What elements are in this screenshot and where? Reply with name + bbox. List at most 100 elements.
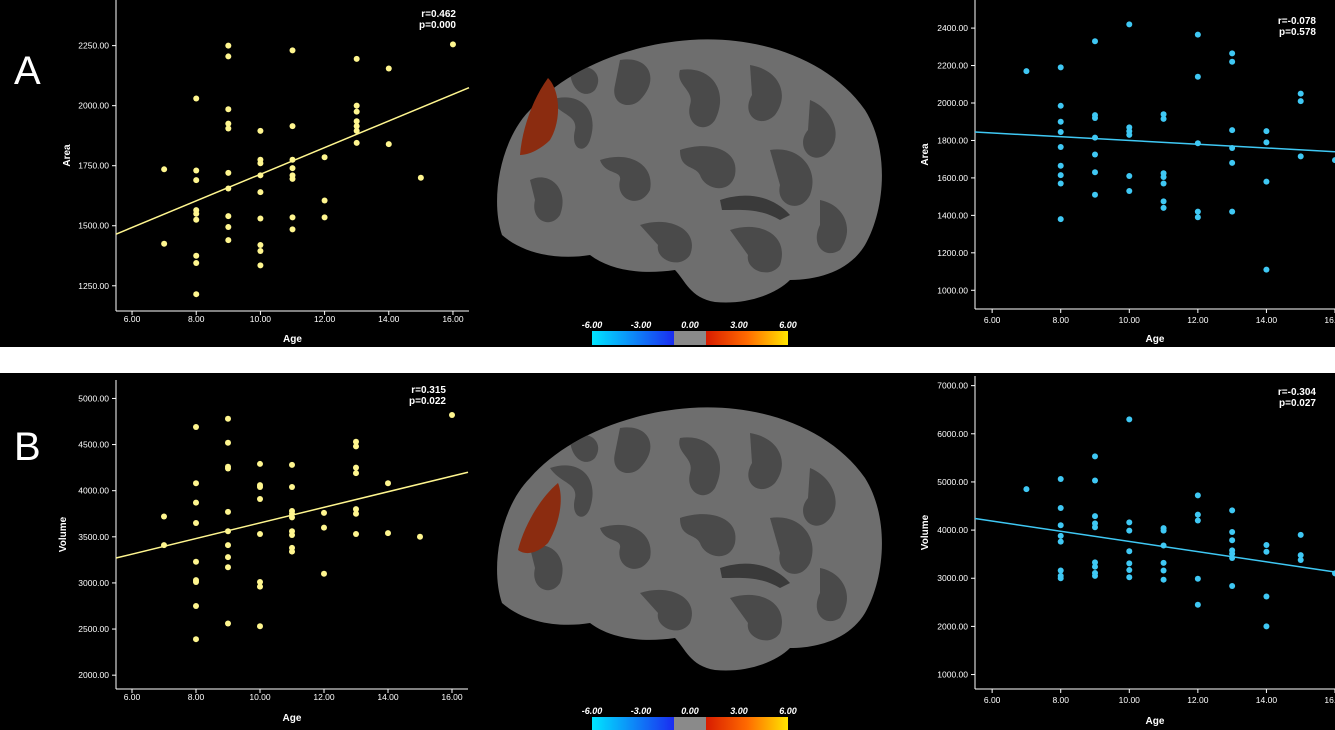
data-point bbox=[353, 470, 359, 477]
data-point bbox=[1229, 144, 1236, 151]
data-point bbox=[1160, 173, 1167, 180]
x-axis-label: Age bbox=[283, 334, 302, 345]
data-point bbox=[225, 223, 232, 230]
data-point bbox=[1297, 90, 1304, 97]
data-point bbox=[1057, 532, 1064, 539]
x-axis-label: Age bbox=[1146, 716, 1165, 727]
data-point bbox=[1092, 169, 1098, 176]
data-point bbox=[1092, 134, 1098, 141]
y-axis-label: Area bbox=[920, 143, 931, 166]
data-point bbox=[321, 154, 328, 161]
data-point bbox=[1263, 128, 1270, 135]
data-point bbox=[1263, 266, 1270, 273]
data-point bbox=[353, 102, 360, 109]
data-point bbox=[225, 542, 231, 549]
y-tick-label: 2000.00 bbox=[937, 621, 968, 631]
colorbar-labels: -6.00 -3.00 0.00 3.00 6.00 bbox=[582, 320, 797, 331]
y-tick-label: 1200.00 bbox=[937, 248, 968, 258]
data-point bbox=[1126, 574, 1133, 581]
x-tick-label: 6.00 bbox=[984, 695, 1001, 705]
data-point bbox=[1160, 180, 1167, 187]
x-tick-label: 12.00 bbox=[313, 692, 335, 702]
y-tick-label: 1000.00 bbox=[937, 285, 968, 295]
x-tick-label: 10.00 bbox=[250, 314, 272, 324]
data-point bbox=[193, 480, 199, 487]
data-point bbox=[1057, 522, 1064, 529]
y-axis-label: Volume bbox=[920, 514, 931, 550]
data-point bbox=[193, 558, 199, 565]
data-point bbox=[1194, 517, 1201, 524]
data-point bbox=[1160, 198, 1167, 205]
data-point bbox=[1229, 507, 1236, 514]
data-point bbox=[1160, 576, 1167, 583]
data-point bbox=[193, 291, 200, 298]
data-point bbox=[193, 210, 200, 217]
data-point bbox=[417, 533, 423, 540]
y-tick-label: 1500.00 bbox=[78, 221, 109, 231]
data-point bbox=[353, 139, 360, 146]
data-point bbox=[449, 41, 456, 48]
data-point bbox=[1194, 31, 1201, 38]
x-tick-label: 14.00 bbox=[377, 692, 399, 702]
y-tick-label: 3500.00 bbox=[78, 532, 109, 542]
colorbar-labels: -6.00 -3.00 0.00 3.00 6.00 bbox=[582, 706, 797, 717]
data-point bbox=[1092, 572, 1098, 579]
data-point bbox=[1229, 537, 1236, 544]
data-point bbox=[1332, 157, 1335, 164]
data-point bbox=[1194, 214, 1201, 221]
data-point bbox=[161, 513, 167, 520]
colorbar-a: -6.00 -3.00 0.00 3.00 6.00 bbox=[582, 320, 797, 345]
data-point bbox=[1194, 511, 1201, 518]
data-point bbox=[1092, 513, 1098, 520]
x-tick-label: 14.00 bbox=[1256, 315, 1278, 325]
data-point bbox=[1057, 162, 1064, 169]
data-point bbox=[1160, 111, 1167, 118]
correlation-stats-b-left: r=0.315 p=0.022 bbox=[370, 385, 446, 407]
data-point bbox=[1126, 548, 1133, 555]
panel-letter-b: B bbox=[14, 425, 41, 469]
data-point bbox=[225, 53, 232, 60]
data-point bbox=[385, 141, 392, 148]
colorbar-label: 0.00 bbox=[681, 320, 699, 330]
data-point bbox=[257, 127, 264, 134]
data-point bbox=[385, 65, 392, 72]
data-point bbox=[1126, 560, 1133, 567]
colorbar-label: -3.00 bbox=[630, 706, 652, 716]
y-tick-label: 1000.00 bbox=[937, 670, 968, 680]
data-point bbox=[257, 241, 264, 248]
data-point bbox=[1229, 50, 1236, 57]
data-point bbox=[193, 602, 199, 609]
y-tick-label: 2500.00 bbox=[78, 624, 109, 634]
data-point bbox=[1126, 527, 1133, 534]
data-point bbox=[385, 530, 391, 537]
data-point bbox=[321, 509, 327, 516]
data-point bbox=[289, 461, 295, 468]
area-age-scatter-left: 6.00 8.00 10.00 12.00 14.00 16.00 1250.00 1500.… bbox=[0, 0, 480, 347]
data-point bbox=[289, 214, 296, 221]
data-point bbox=[353, 510, 359, 517]
data-point bbox=[1057, 567, 1064, 574]
y-tick-label: 1250.00 bbox=[78, 281, 109, 291]
data-point bbox=[289, 226, 296, 233]
data-point bbox=[1263, 548, 1270, 555]
data-point bbox=[225, 439, 231, 446]
y-tick-label: 2000.00 bbox=[78, 101, 109, 111]
correlation-stats-b-right: r=-0.304 p=0.027 bbox=[1240, 387, 1316, 409]
data-point bbox=[321, 214, 328, 221]
y-tick-label: 6000.00 bbox=[937, 429, 968, 439]
data-point bbox=[225, 465, 231, 472]
data-point bbox=[1092, 191, 1098, 198]
data-point bbox=[1057, 172, 1064, 179]
data-point bbox=[1160, 542, 1167, 549]
data-point bbox=[225, 169, 232, 176]
scatter-plot-a-right: 6.00 8.00 10.00 12.00 14.00 16.00 1000.00 1200.… bbox=[920, 0, 1335, 345]
data-point bbox=[289, 483, 295, 490]
data-point bbox=[289, 156, 296, 163]
data-point bbox=[1057, 118, 1064, 125]
p-value: p=0.000 bbox=[419, 20, 456, 31]
data-point bbox=[1057, 504, 1064, 511]
data-point bbox=[1194, 575, 1201, 582]
area-age-scatter-right: 6.00 8.00 10.00 12.00 14.00 16.00 1000.00 1200.… bbox=[900, 0, 1335, 347]
data-point bbox=[1057, 64, 1064, 71]
data-point bbox=[1057, 129, 1064, 136]
